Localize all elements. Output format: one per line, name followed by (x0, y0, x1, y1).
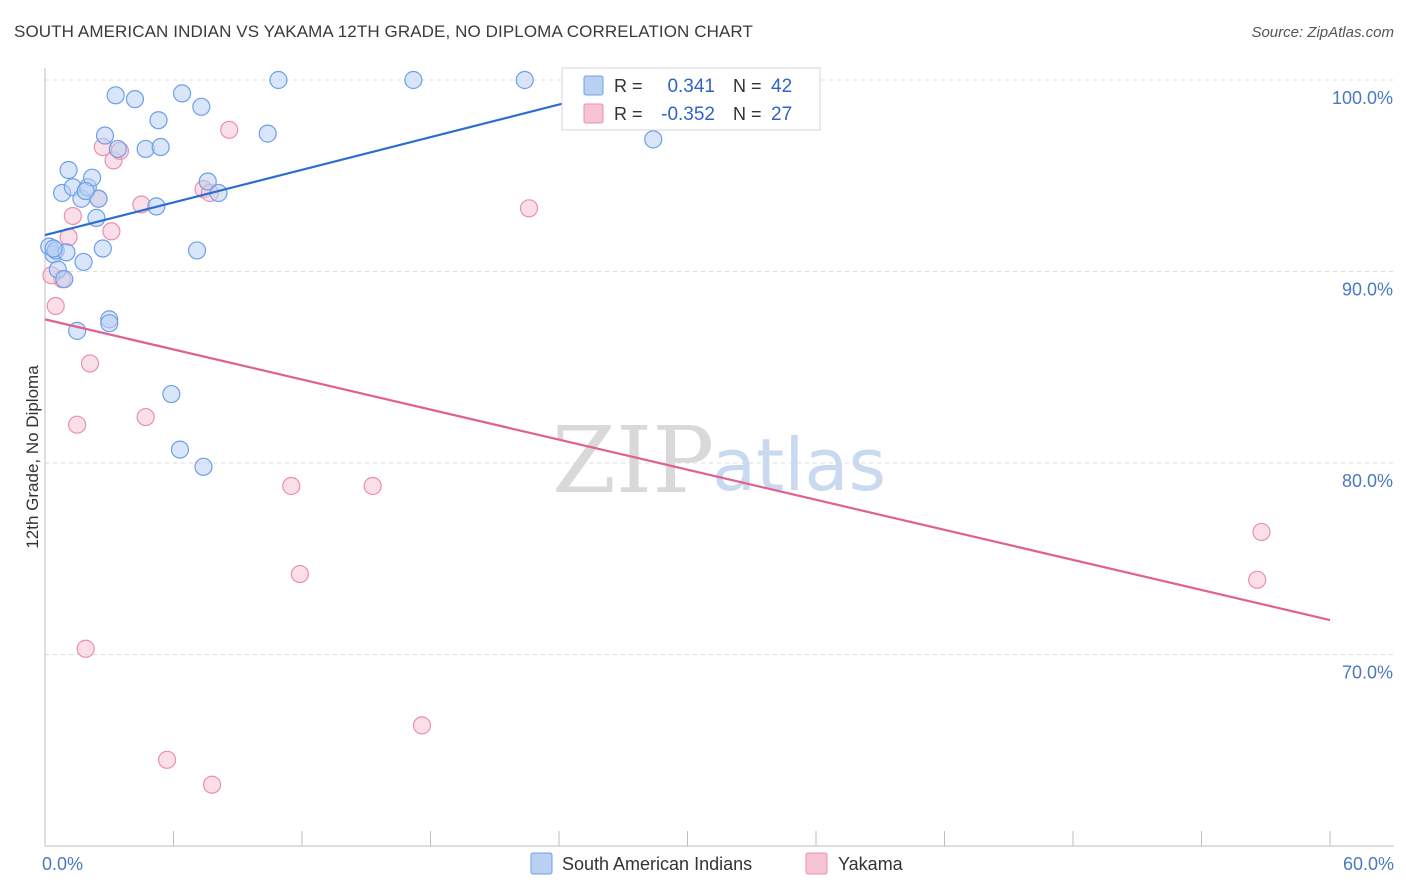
stats-swatch-pink (583, 103, 604, 124)
x-tick-label-min: 0.0% (42, 854, 83, 874)
trend-line-yakama (44, 318, 1331, 622)
stats-r-value-2: -0.352 (661, 104, 715, 125)
point-south-american-indians (170, 440, 190, 459)
point-yakama (282, 476, 301, 496)
point-yakama (157, 750, 177, 769)
point-yakama (363, 476, 382, 496)
chart-title: SOUTH AMERICAN INDIAN VS YAKAMA 12TH GRA… (14, 22, 753, 41)
point-yakama (46, 296, 65, 316)
stats-swatch-blue (583, 75, 604, 96)
legend-label-yakama: Yakama (838, 854, 904, 874)
point-south-american-indians (100, 314, 119, 333)
point-south-american-indians (76, 181, 95, 201)
point-south-american-indians (44, 239, 63, 258)
trend-lines (44, 78, 1331, 622)
point-south-american-indians (125, 90, 145, 109)
point-south-american-indians (194, 457, 213, 476)
point-south-american-indians (95, 126, 115, 145)
point-south-american-indians (108, 139, 127, 159)
axes (44, 68, 1394, 847)
y-tick-label-80: 80.0% (1342, 471, 1393, 491)
point-south-american-indians (59, 160, 78, 180)
point-south-american-indians (644, 130, 663, 149)
stats-n-value-2: 27 (771, 104, 792, 125)
point-yakama (76, 639, 95, 658)
y-tick-label-70: 70.0% (1342, 663, 1393, 683)
point-south-american-indians (136, 139, 155, 159)
watermark-zip: ZIP (552, 407, 714, 514)
x-tick-label-max: 60.0% (1343, 854, 1394, 874)
stats-n-value-1: 42 (771, 76, 792, 97)
point-yakama (1248, 570, 1267, 589)
legend-swatch-yakama (805, 852, 828, 875)
source-label: Source: ZipAtlas.com (1251, 24, 1394, 41)
point-south-american-indians (198, 172, 217, 191)
point-yakama (220, 120, 239, 139)
point-south-american-indians (93, 239, 112, 258)
stats-n-label-1: N = (733, 76, 762, 96)
point-yakama (290, 564, 309, 584)
point-south-american-indians (162, 384, 181, 404)
point-yakama (202, 775, 222, 794)
point-yakama (102, 222, 121, 241)
point-yakama (68, 415, 87, 434)
stats-r-value-1: 0.341 (667, 76, 715, 97)
point-south-american-indians (515, 70, 534, 90)
point-south-american-indians (404, 70, 423, 90)
point-yakama (412, 716, 432, 735)
watermark-atlas: atlas (712, 423, 886, 507)
y-tick-labels: 70.0% 80.0% 90.0% 100.0% (1332, 88, 1393, 683)
stats-legend-box (561, 67, 821, 131)
point-south-american-indians (269, 70, 288, 90)
point-south-american-indians (74, 252, 93, 272)
data-points (40, 70, 1271, 794)
stats-legend: R = 0.341 N = 42 R = -0.352 N = 27 (561, 67, 821, 131)
point-yakama (63, 206, 82, 226)
point-south-american-indians (258, 124, 277, 143)
stats-n-label-2: N = (733, 104, 762, 124)
point-south-american-indians (192, 97, 211, 116)
point-south-american-indians (106, 86, 125, 105)
y-tick-label-100: 100.0% (1332, 88, 1393, 108)
point-south-american-indians (187, 241, 207, 260)
stats-r-label-1: R = (614, 76, 643, 96)
point-yakama (1252, 522, 1271, 542)
trend-line-south-american-indians (44, 78, 656, 237)
point-south-american-indians (55, 270, 74, 289)
y-axis-label: 12th Grade, No Diploma (23, 365, 42, 549)
point-yakama (80, 354, 100, 373)
series-legend: South American Indians Yakama (530, 852, 904, 875)
point-yakama (136, 407, 155, 427)
point-south-american-indians (172, 84, 192, 103)
stats-r-label-2: R = (614, 104, 643, 124)
legend-label-south-american-indians: South American Indians (562, 854, 752, 874)
point-south-american-indians (149, 111, 168, 130)
y-tick-label-90: 90.0% (1342, 280, 1393, 300)
point-yakama (519, 199, 539, 218)
point-south-american-indians (151, 137, 170, 157)
legend-swatch-south-american-indians (530, 852, 553, 875)
